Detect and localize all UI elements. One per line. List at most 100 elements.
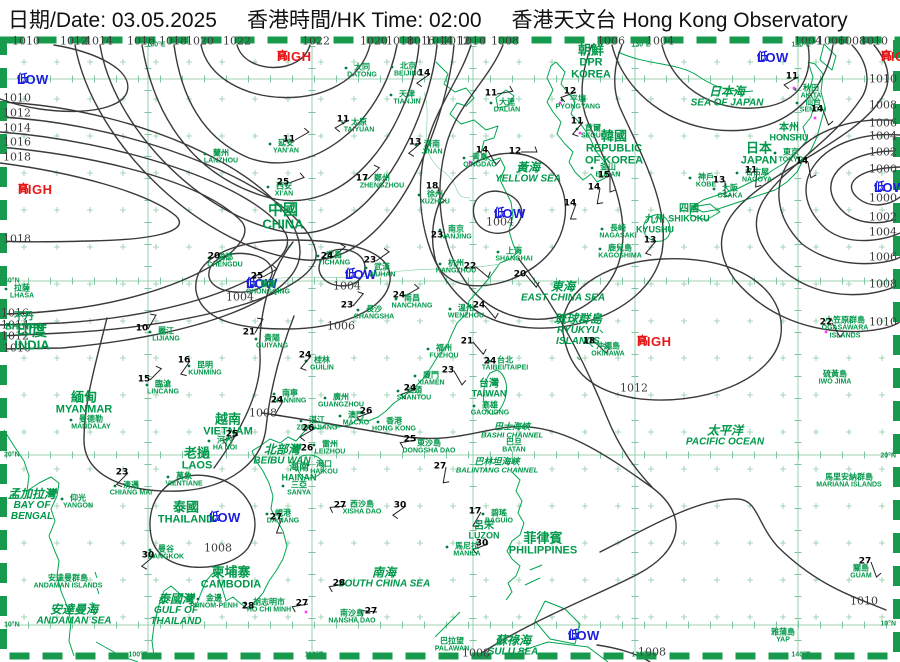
place-label-city: 徐州 XUZHOU [420,190,450,206]
label-line: 桂林 [313,355,330,365]
place-label-city: 濟南 JINAN [421,140,442,156]
city-dot [281,484,285,488]
station-value: 11 [570,116,584,127]
wind-barb [755,170,762,188]
city-dot [266,185,270,189]
place-label-island: 西沙島 XISHA DAO [343,500,382,516]
grid-coordinate-label: 20°N [880,452,896,460]
isobar-1006-chinalows [195,239,391,330]
label-line: NAGASAKI [599,232,637,240]
label-line: THAILAND [150,616,202,627]
isobar-label: 1012 [60,34,88,48]
isobar-label: 1014 [85,34,113,48]
isobar-label: 1006 [869,250,897,264]
coast-philippines [434,471,581,645]
station-value: 11 [744,165,758,176]
label-line: XI'AN [274,190,294,198]
label-line: 東海 [550,279,575,294]
city-dot [207,256,211,260]
label-line: 香港 [385,416,402,426]
isobar-label: 1012 [1,329,29,343]
place-label-city: 胡志明市 HO CHI MINH [247,598,291,614]
label-line: LOW [345,267,377,282]
city-dot [712,187,716,191]
isobar-label: 1008 [204,541,232,555]
city-dot [265,512,269,516]
wind-barb [571,121,584,137]
label-line: 安達曼群島 [48,573,88,583]
station-value: 11 [336,114,350,125]
label-line: 高 [18,183,29,195]
time-label: 香港時間/HK Time: 02:00 [246,9,482,32]
place-label-city: 成都 CHENGDU [207,253,242,269]
wind-barb [594,341,610,355]
place-label-island: 巴旦 BATAN [502,438,525,454]
city-dot [4,287,8,291]
wind-barb [475,266,491,279]
wind-barb [724,181,731,198]
grid-coordinate-label: 20°N [4,451,20,459]
label-line: ISLANDS [556,336,600,347]
station-value: 28 [332,578,346,589]
label-line: GUAM [850,572,872,580]
place-label-area: 呂宋 LUZON [469,521,500,541]
station-value: 14 [563,198,577,209]
grid-coordinate-label: 110°E [304,651,324,659]
isobar-label: 1020 [360,34,388,48]
label-line: LINCANG [147,388,179,396]
label-line: 鄭州 [374,173,390,183]
label-line: 韓國 [600,128,627,144]
place-label-sea: 安達曼海 ANDAMAN SEA [37,604,112,627]
city-dot [254,337,258,341]
label-line: HIGH [277,49,312,64]
label-line: 硫黃島 [822,369,847,379]
isobar-1006-japansea [611,44,834,132]
isobar-label: 1004 [869,225,897,239]
isobar-label: 1018 [386,34,414,48]
label-line: 秋田 [803,83,819,93]
isobar-layer [0,44,900,662]
isobar-label: 1010 [3,91,31,105]
label-line: LOW [246,276,278,291]
place-label-island: 東沙島 DONGSHA DAO [402,439,455,455]
place-label-big: 中國 CHINA [262,203,303,232]
label-line: YANGON [62,502,94,510]
label-line: 曼谷 [157,544,174,554]
label-line: NANJING [440,233,472,241]
station-value: 30 [393,500,407,511]
coast-ne-asia [617,51,754,93]
wind-barb [299,355,312,371]
label-line: 曼德勒 [78,414,103,424]
label-line: 三亞 [291,480,307,490]
label-line: 延安 [277,138,294,148]
wind-barb [807,161,817,179]
label-line: 台灣 [478,378,499,390]
city-dot [481,512,485,516]
label-line: 麗江 [158,326,174,336]
observation-mark [824,330,828,334]
label-line: YAN'AN [273,147,299,155]
place-label-strait: 巴士海峽 BASHI CHANNEL [481,422,543,440]
isobar-label: 1012 [620,381,648,395]
label-line: TAIYUAN [343,126,375,134]
isobar-label: 1004 [869,129,897,143]
wind-barb [254,317,264,334]
station-value: 24 [403,383,417,394]
label-line: HAIKOU [310,468,338,476]
place-label-city: 太原 TAIYUAN [344,118,375,134]
place-label-city: 南京 NANJING [440,225,472,241]
wind-barb [332,243,347,258]
place-label-country: 柬埔寨 CAMBODIA [201,566,262,591]
city-dot [364,266,368,270]
isobar-label: 1012 [3,106,31,120]
place-label-area: 本州 HONSHU [769,123,808,143]
isobar-label: 1018 [159,34,187,48]
place-label-area: 四國 SHIKOKU [668,204,710,224]
place-label-city: 臨滄 LINCANG [147,380,179,396]
isobar-label: 1004 [226,290,254,304]
coast-taiwan [482,369,508,415]
label-line: BHUTAN [5,321,43,332]
label-line: HA NOI [212,444,238,452]
label-line: LANZHOU [203,157,239,165]
